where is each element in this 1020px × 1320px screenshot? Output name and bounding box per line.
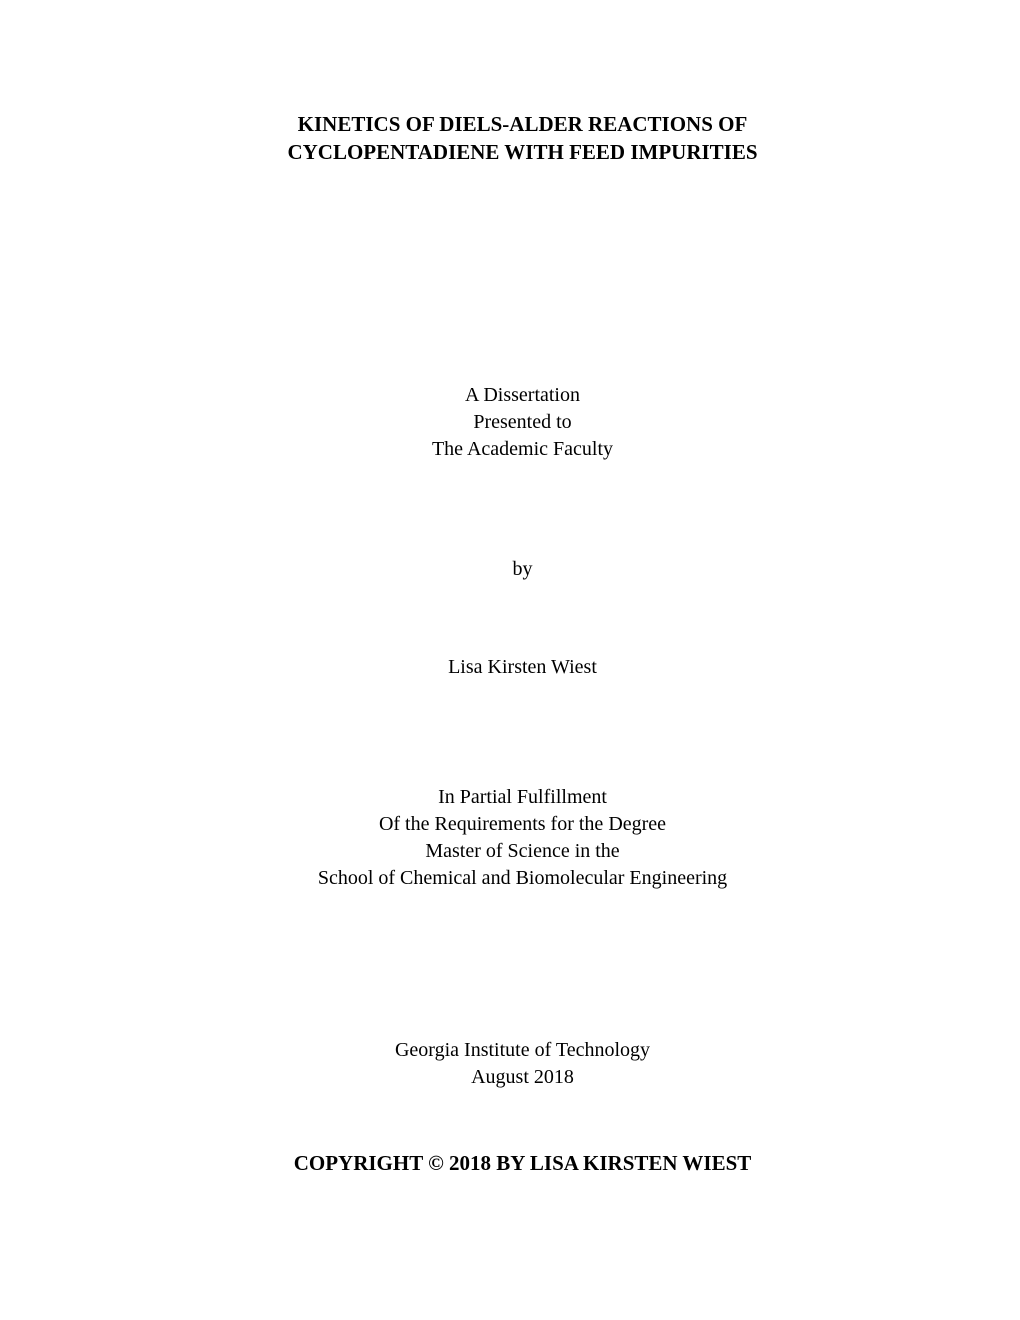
presented-line-3: The Academic Faculty <box>175 436 870 463</box>
author-name: Lisa Kirsten Wiest <box>175 656 870 679</box>
spacer <box>175 167 870 382</box>
presented-line-1: A Dissertation <box>175 382 870 409</box>
fulfillment-line-4: School of Chemical and Biomolecular Engi… <box>175 865 870 892</box>
dissertation-title: KINETICS OF DIELS-ALDER REACTIONS OF CYC… <box>175 110 870 167</box>
spacer <box>175 679 870 784</box>
fulfillment-line-1: In Partial Fulfillment <box>175 784 870 811</box>
spacer <box>175 463 870 558</box>
copyright-notice: COPYRIGHT © 2018 BY LISA KIRSTEN WIEST <box>175 1151 870 1176</box>
title-line-2: CYCLOPENTADIENE WITH FEED IMPURITIES <box>175 138 870 166</box>
fulfillment-line-3: Master of Science in the <box>175 838 870 865</box>
presented-line-2: Presented to <box>175 409 870 436</box>
fulfillment-block: In Partial Fulfillment Of the Requiremen… <box>175 784 870 892</box>
spacer <box>175 1091 870 1151</box>
institution-block: Georgia Institute of Technology August 2… <box>175 1037 870 1091</box>
spacer <box>175 581 870 656</box>
spacer <box>175 892 870 1037</box>
by-label: by <box>175 558 870 581</box>
institution-date: August 2018 <box>175 1064 870 1091</box>
presented-to-block: A Dissertation Presented to The Academic… <box>175 382 870 463</box>
title-line-1: KINETICS OF DIELS-ALDER REACTIONS OF <box>175 110 870 138</box>
fulfillment-line-2: Of the Requirements for the Degree <box>175 811 870 838</box>
institution-name: Georgia Institute of Technology <box>175 1037 870 1064</box>
